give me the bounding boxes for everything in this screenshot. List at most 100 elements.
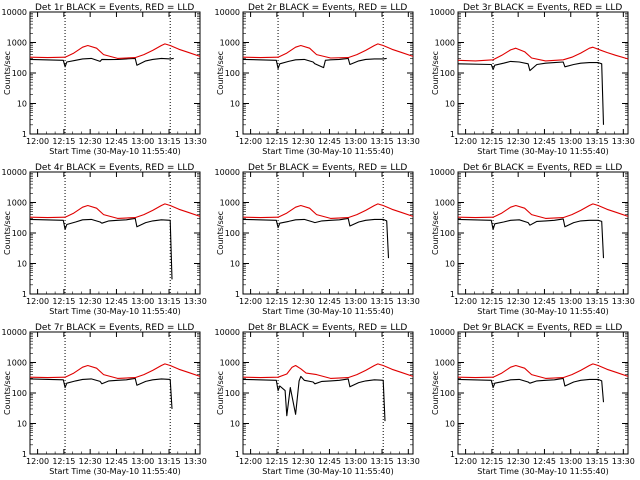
y-tick-label: 1000 (7, 359, 27, 368)
y-tick-label: 1 (22, 450, 27, 459)
x-tick-label: 12:45 (533, 297, 556, 306)
x-axis-label: Start Time (30-May-10 11:55:40) (262, 307, 393, 316)
x-tick-label: 13:30 (612, 297, 635, 306)
x-tick-label: 12:30 (79, 297, 102, 306)
chart-title: Det 3r BLACK = Events, RED = LLD (463, 3, 622, 13)
x-tick-label: 13:30 (184, 137, 207, 146)
y-tick-label: 1 (235, 130, 240, 139)
detector-chart-9: Det 9r BLACK = Events, RED = LLD 1 10 100 10… (430, 323, 635, 476)
x-axis-label: Start Time (30-May-10 11:55:40) (49, 307, 180, 316)
x-tick-label: 12:15 (52, 137, 75, 146)
x-tick-label: 13:30 (612, 137, 635, 146)
detector-chart-7: Det 7r BLACK = Events, RED = LLD 1 10 100 10… (2, 323, 207, 476)
y-tick-label: 1000 (435, 199, 455, 208)
x-tick-label: 12:15 (265, 457, 288, 466)
y-tick-label: 1 (22, 130, 27, 139)
detector-chart-5: Det 5r BLACK = Events, RED = LLD 1 10 100 10… (215, 163, 420, 316)
y-tick-label: 1 (450, 290, 455, 299)
chart-title: Det 6r BLACK = Events, RED = LLD (463, 163, 622, 173)
y-tick-label: 1 (450, 450, 455, 459)
series-line-events (29, 57, 174, 68)
chart-title: Det 8r BLACK = Events, RED = LLD (248, 323, 407, 333)
x-tick-label: 13:00 (344, 137, 367, 146)
x-axis-label: Start Time (30-May-10 11:55:40) (477, 467, 608, 476)
x-tick-label: 12:45 (318, 297, 341, 306)
x-tick-label: 12:15 (480, 297, 503, 306)
y-tick-label: 10 (445, 420, 455, 429)
series-line-lld (457, 363, 629, 379)
x-axis-label: Start Time (30-May-10 11:55:40) (262, 467, 393, 476)
x-tick-label: 13:15 (371, 137, 394, 146)
y-axis-label: Counts/sec (431, 211, 440, 255)
detector-chart-8: Det 8r BLACK = Events, RED = LLD 1 10 100 10… (215, 323, 420, 476)
x-axis-label: Start Time (30-May-10 11:55:40) (49, 147, 180, 156)
y-tick-label: 1000 (220, 359, 240, 368)
y-axis-label: Counts/sec (216, 51, 225, 95)
x-axis-label: Start Time (30-May-10 11:55:40) (49, 467, 180, 476)
series-line-events (242, 217, 390, 259)
x-tick-label: 12:00 (454, 457, 477, 466)
x-tick-label: 13:00 (344, 457, 367, 466)
x-axis-label: Start Time (30-May-10 11:55:40) (477, 147, 608, 156)
y-tick-label: 100 (225, 389, 240, 398)
x-tick-label: 13:00 (559, 297, 582, 306)
x-tick-label: 12:45 (318, 137, 341, 146)
x-tick-label: 13:15 (158, 457, 181, 466)
x-tick-label: 12:30 (292, 137, 315, 146)
y-tick-label: 10000 (430, 168, 455, 177)
y-tick-label: 1000 (435, 359, 455, 368)
y-tick-label: 10 (230, 260, 240, 269)
series-line-lld (29, 43, 201, 59)
y-tick-label: 100 (12, 69, 27, 78)
x-tick-label: 12:45 (533, 457, 556, 466)
x-tick-label: 13:30 (184, 297, 207, 306)
series-line-lld (29, 363, 201, 379)
detector-chart-1: Det 1r BLACK = Events, RED = LLD 1 10 100 10… (2, 3, 207, 156)
series-line-lld (242, 363, 414, 379)
x-tick-label: 12:00 (26, 137, 49, 146)
y-tick-label: 1000 (435, 39, 455, 48)
y-tick-label: 10 (17, 420, 27, 429)
y-tick-label: 10000 (215, 328, 240, 337)
y-tick-label: 1000 (220, 199, 240, 208)
x-tick-label: 12:15 (265, 297, 288, 306)
x-tick-label: 12:15 (52, 297, 75, 306)
y-tick-label: 10000 (2, 168, 27, 177)
chart-title: Det 1r BLACK = Events, RED = LLD (35, 3, 194, 13)
y-tick-label: 10 (17, 260, 27, 269)
x-axis-label: Start Time (30-May-10 11:55:40) (477, 307, 608, 316)
x-tick-label: 12:45 (105, 297, 128, 306)
chart-title: Det 9r BLACK = Events, RED = LLD (463, 323, 622, 333)
x-tick-label: 13:00 (559, 457, 582, 466)
detector-chart-2: Det 2r BLACK = Events, RED = LLD 1 10 100 10… (215, 3, 420, 156)
y-tick-label: 1 (450, 130, 455, 139)
x-tick-label: 13:15 (371, 297, 394, 306)
y-tick-label: 100 (440, 389, 455, 398)
x-tick-label: 13:15 (158, 297, 181, 306)
series-line-events (457, 377, 605, 403)
series-line-events (29, 377, 173, 409)
x-tick-label: 12:00 (26, 297, 49, 306)
y-axis-label: Counts/sec (431, 51, 440, 95)
y-tick-label: 10 (230, 420, 240, 429)
x-tick-label: 13:00 (131, 137, 154, 146)
x-tick-label: 13:00 (131, 457, 154, 466)
x-tick-label: 13:30 (397, 457, 420, 466)
y-tick-label: 10000 (430, 328, 455, 337)
x-tick-label: 12:15 (480, 457, 503, 466)
series-line-events (242, 375, 386, 422)
y-axis-label: Counts/sec (216, 211, 225, 255)
x-tick-label: 13:15 (586, 297, 609, 306)
y-axis-label: Counts/sec (431, 371, 440, 415)
y-axis-label: Counts/sec (3, 371, 12, 415)
y-tick-label: 10 (230, 100, 240, 109)
x-tick-label: 12:45 (533, 137, 556, 146)
series-line-lld (242, 43, 414, 59)
x-tick-label: 12:30 (292, 457, 315, 466)
x-tick-label: 13:30 (397, 137, 420, 146)
series-line-events (242, 57, 387, 70)
plot-frame (29, 331, 201, 455)
x-tick-label: 12:00 (454, 297, 477, 306)
chart-title: Det 4r BLACK = Events, RED = LLD (35, 163, 194, 173)
series-line-events (457, 218, 605, 259)
